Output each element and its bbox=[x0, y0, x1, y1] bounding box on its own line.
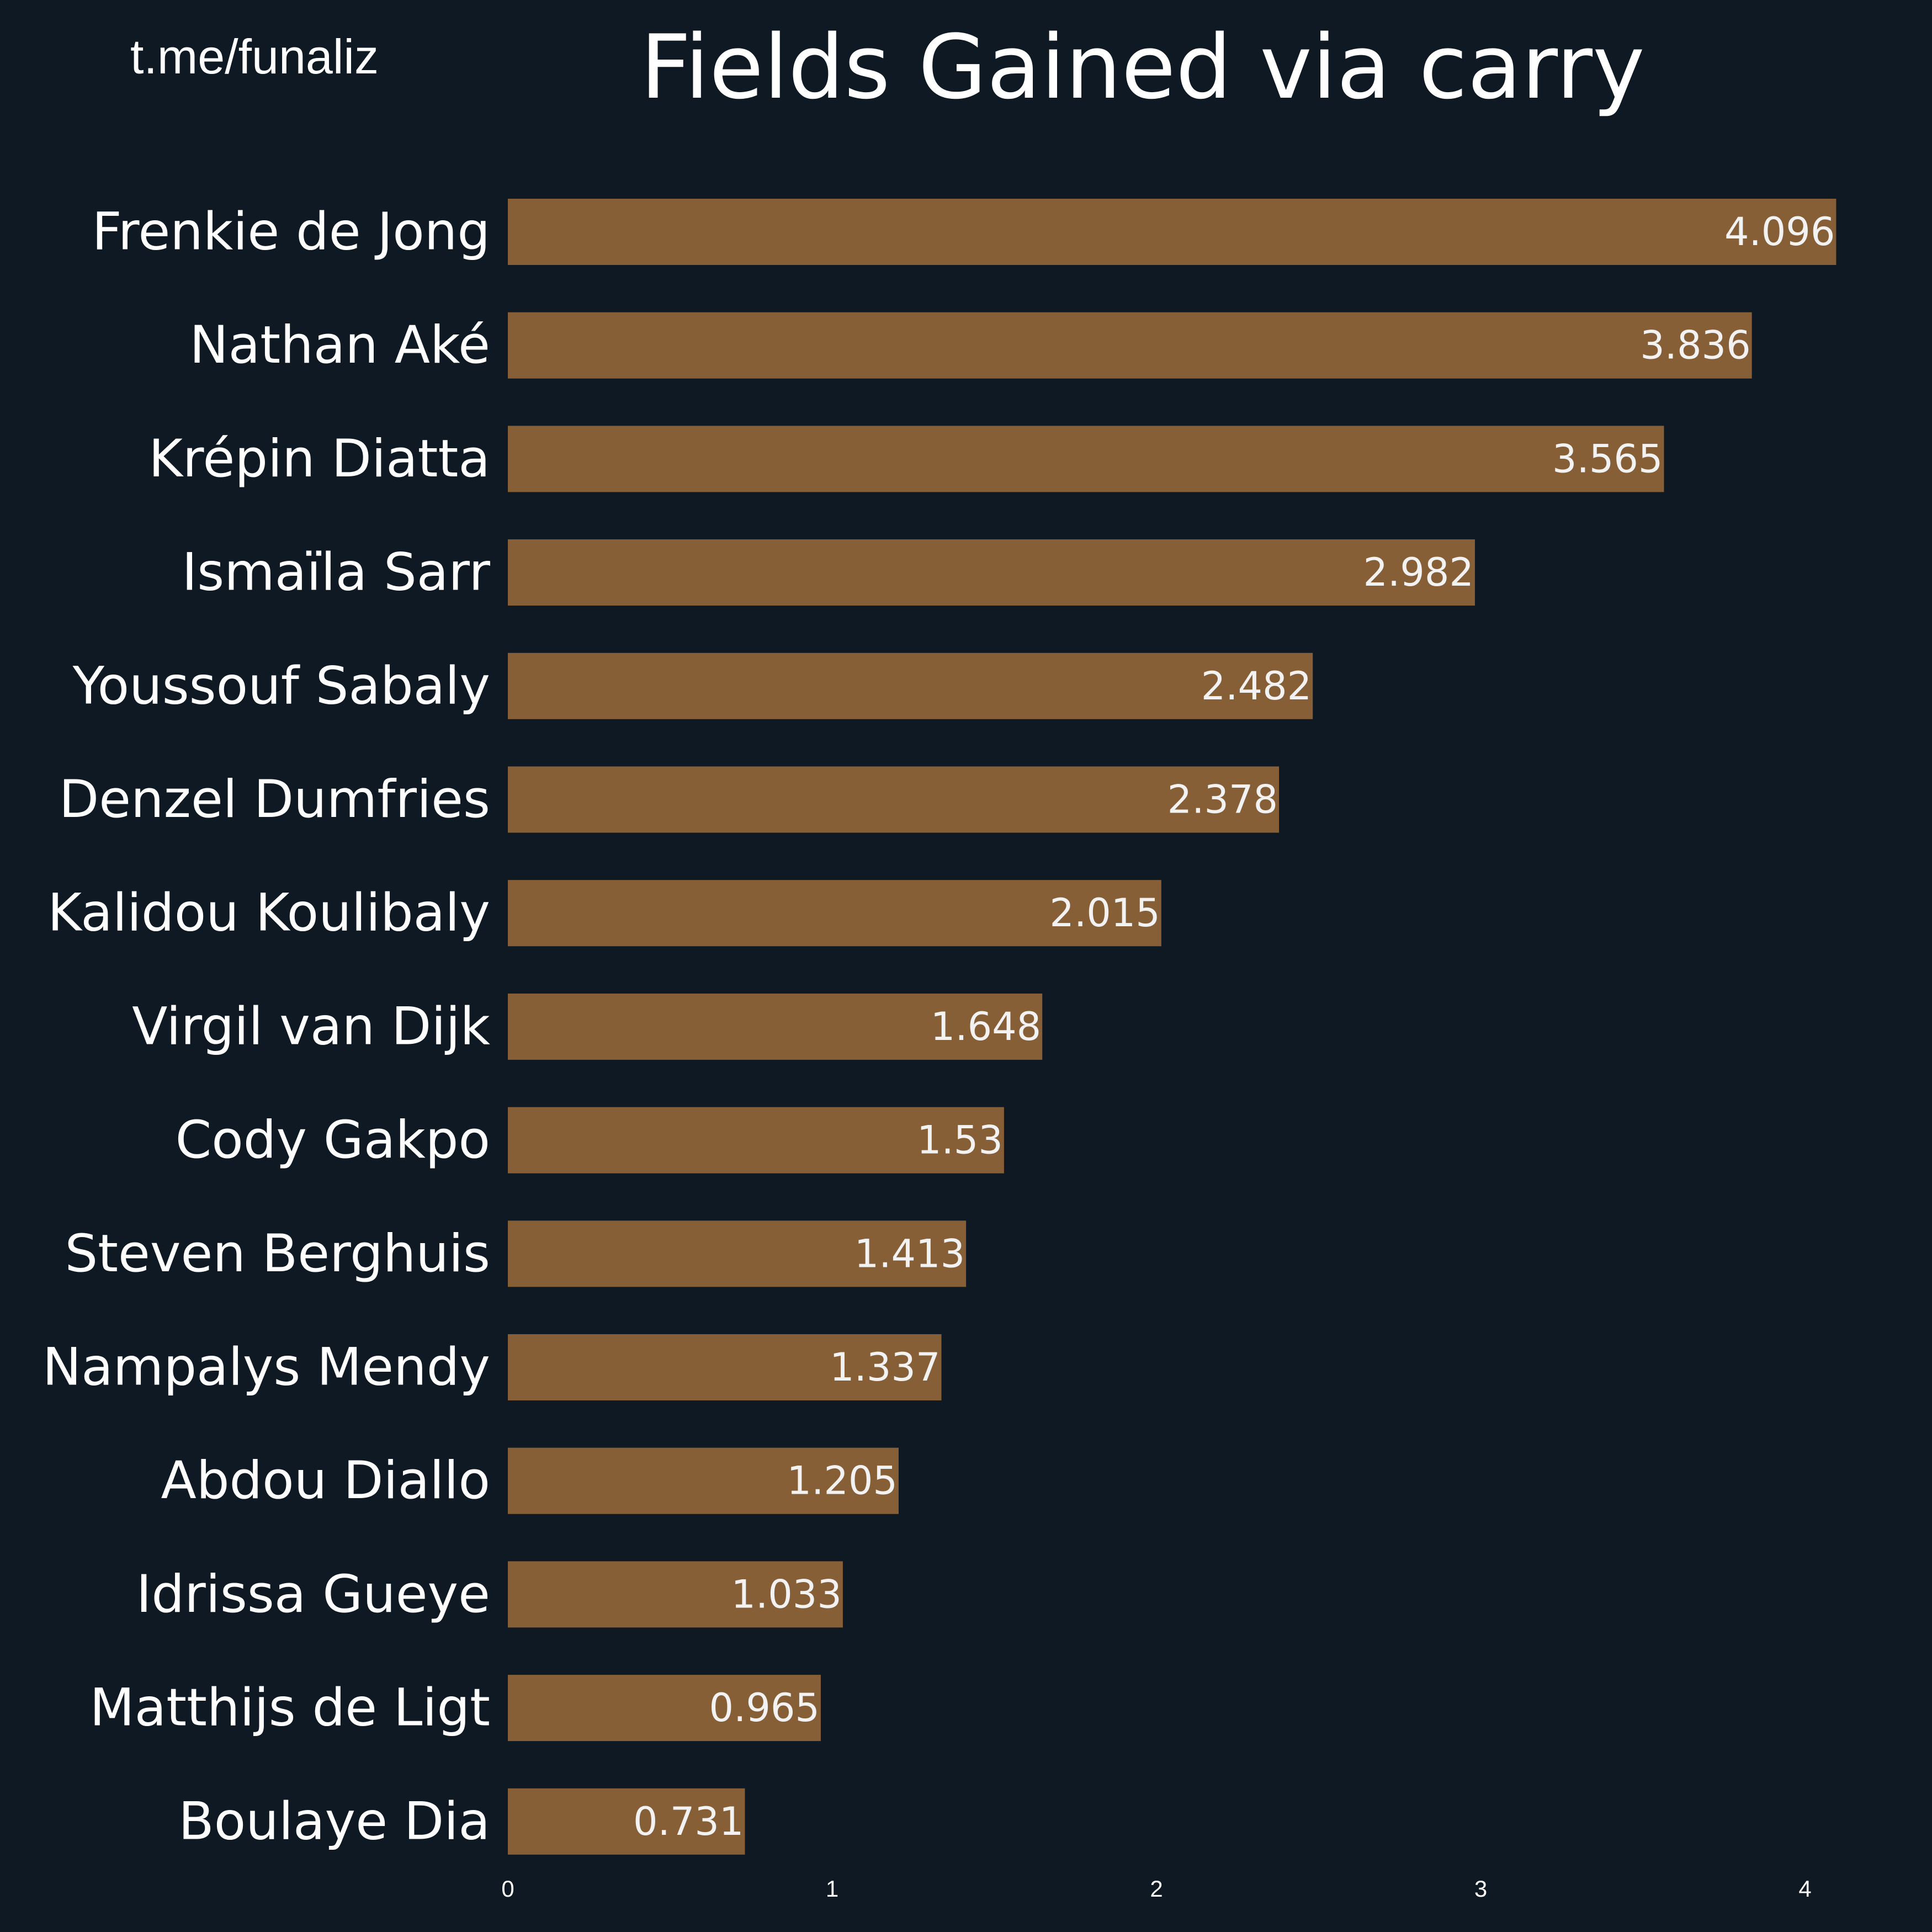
data-label: 1.53 bbox=[917, 1118, 1003, 1163]
data-label: 3.565 bbox=[1552, 436, 1663, 481]
category-label: Ismaïla Sarr bbox=[182, 543, 491, 603]
x-tick-label: 2 bbox=[1150, 1876, 1163, 1902]
data-label: 1.033 bbox=[731, 1572, 841, 1617]
category-label: Denzel Dumfries bbox=[59, 769, 490, 830]
bar bbox=[508, 1220, 967, 1287]
chart-title: Fields Gained via carry bbox=[640, 15, 1645, 119]
category-label: Nampalys Mendy bbox=[43, 1337, 490, 1398]
bar bbox=[508, 652, 1313, 719]
category-label: Abdou Diallo bbox=[161, 1451, 490, 1511]
bar bbox=[508, 766, 1280, 833]
bar bbox=[508, 993, 1043, 1060]
data-label: 1.337 bbox=[830, 1345, 940, 1390]
x-tick-label: 0 bbox=[501, 1876, 514, 1902]
data-label: 1.205 bbox=[787, 1458, 898, 1504]
bar bbox=[508, 1447, 899, 1514]
category-label: Cody Gakpo bbox=[176, 1110, 490, 1170]
category-label: Idrissa Gueye bbox=[136, 1564, 490, 1625]
data-label: 1.648 bbox=[931, 1004, 1041, 1049]
category-label: Virgil van Dijk bbox=[132, 996, 490, 1057]
category-label: Frenkie de Jong bbox=[92, 202, 490, 262]
x-tick-label: 1 bbox=[826, 1876, 838, 1902]
bar bbox=[508, 880, 1161, 947]
data-label: 2.982 bbox=[1363, 550, 1474, 595]
x-tick-label: 4 bbox=[1798, 1876, 1811, 1902]
bar bbox=[508, 312, 1752, 379]
category-label: Kalidou Koulibaly bbox=[47, 883, 490, 943]
category-label: Youssouf Sabaly bbox=[72, 656, 490, 716]
data-label: 1.413 bbox=[854, 1231, 965, 1276]
bar bbox=[508, 1788, 745, 1855]
data-label: 2.015 bbox=[1049, 890, 1160, 936]
bar bbox=[508, 1675, 821, 1742]
category-label: Steven Berghuis bbox=[65, 1224, 491, 1284]
bar bbox=[508, 1561, 843, 1628]
data-label: 2.378 bbox=[1167, 777, 1278, 822]
category-label: Krépin Diatta bbox=[148, 429, 490, 489]
data-label: 0.731 bbox=[633, 1799, 744, 1844]
bar bbox=[508, 1334, 942, 1400]
bar bbox=[508, 539, 1475, 606]
watermark: t.me/funaliz bbox=[130, 29, 379, 84]
bar bbox=[508, 199, 1837, 265]
data-label: 4.096 bbox=[1724, 209, 1835, 254]
x-tick-label: 3 bbox=[1474, 1876, 1487, 1902]
category-label: Matthijs de Ligt bbox=[90, 1678, 490, 1738]
category-label: Nathan Aké bbox=[189, 315, 490, 375]
data-label: 2.482 bbox=[1201, 664, 1312, 709]
category-label: Boulaye Dia bbox=[178, 1791, 490, 1851]
bar bbox=[508, 1107, 1004, 1174]
data-label: 0.965 bbox=[709, 1685, 820, 1731]
bar bbox=[508, 426, 1664, 492]
data-label: 3.836 bbox=[1640, 323, 1750, 368]
